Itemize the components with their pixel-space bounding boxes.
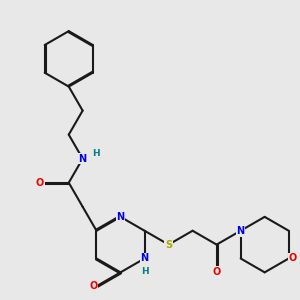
Text: O: O xyxy=(289,254,297,263)
Text: N: N xyxy=(116,212,124,222)
Text: O: O xyxy=(36,178,44,188)
Text: N: N xyxy=(140,254,148,263)
Text: S: S xyxy=(165,240,172,250)
Text: N: N xyxy=(237,226,245,236)
Text: O: O xyxy=(89,281,98,291)
Text: H: H xyxy=(141,267,148,276)
Text: O: O xyxy=(212,267,221,277)
Text: N: N xyxy=(79,154,87,164)
Text: H: H xyxy=(92,149,99,158)
